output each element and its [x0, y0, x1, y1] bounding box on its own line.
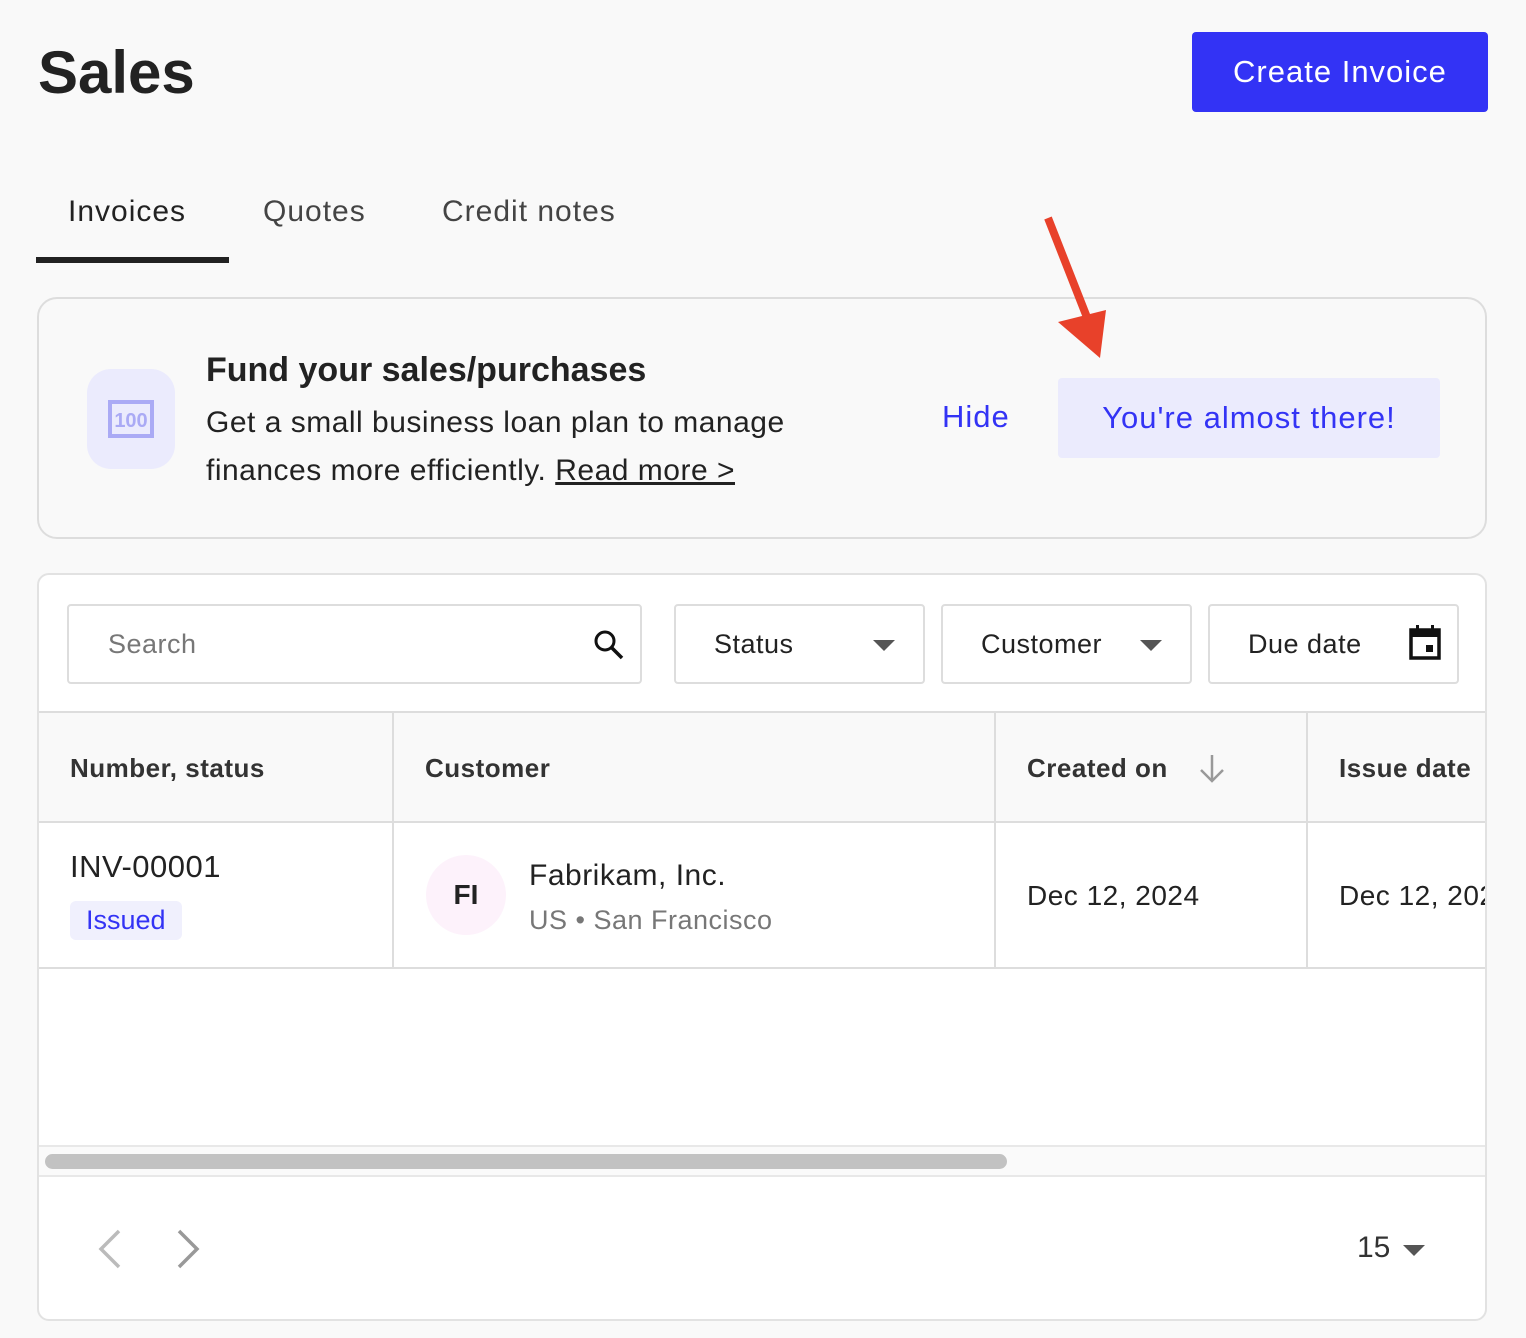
- tab-credit-notes[interactable]: Credit notes: [442, 195, 616, 228]
- customer-filter[interactable]: Customer: [941, 604, 1192, 684]
- next-page-icon[interactable]: [173, 1227, 203, 1271]
- invoices-table-card: Search Status Customer Due date Number, …: [37, 573, 1487, 1321]
- banner-title: Fund your sales/purchases: [206, 351, 647, 389]
- page-title: Sales: [38, 39, 195, 106]
- tab-invoices[interactable]: Invoices: [68, 195, 187, 228]
- read-more-link[interactable]: Read more >: [555, 454, 735, 487]
- calendar-icon: [1409, 625, 1441, 660]
- search-input[interactable]: Search: [67, 604, 642, 684]
- customer-name: Fabrikam, Inc.: [529, 859, 727, 892]
- money-bill-icon: 100: [87, 369, 175, 469]
- column-issue-date[interactable]: Issue date: [1339, 753, 1472, 783]
- status-badge: Issued: [70, 901, 182, 940]
- previous-page-icon[interactable]: [95, 1227, 125, 1271]
- chevron-down-icon: [873, 640, 895, 651]
- table-row[interactable]: INV-00001 Issued FI Fabrikam, Inc. US • …: [39, 823, 1485, 969]
- chevron-down-icon: [1140, 640, 1162, 651]
- avatar: FI: [426, 855, 506, 935]
- banner-text: Get a small business loan plan to manage…: [206, 406, 785, 487]
- scrollbar-thumb[interactable]: [45, 1154, 1007, 1169]
- invoice-number[interactable]: INV-00001: [70, 849, 221, 884]
- table-header: Number, status Customer Created on Issue…: [39, 711, 1485, 823]
- page-size-select[interactable]: 15: [1357, 1231, 1391, 1264]
- horizontal-scrollbar[interactable]: [39, 1145, 1485, 1177]
- status-filter[interactable]: Status: [674, 604, 925, 684]
- issue-date: Dec 12, 2024: [1339, 880, 1485, 911]
- search-icon: [594, 630, 624, 660]
- annotation-arrow-icon: [1044, 216, 1106, 358]
- funding-banner: 100 Fund your sales/purchases Get a smal…: [37, 297, 1487, 539]
- column-number-status[interactable]: Number, status: [70, 753, 265, 783]
- column-created-on[interactable]: Created on: [1027, 753, 1168, 783]
- sort-descending-icon[interactable]: [1197, 753, 1227, 785]
- active-tab-indicator: [36, 257, 229, 263]
- tab-quotes[interactable]: Quotes: [263, 195, 366, 228]
- column-customer[interactable]: Customer: [425, 753, 551, 783]
- chevron-down-icon[interactable]: [1403, 1245, 1425, 1256]
- create-invoice-button[interactable]: Create Invoice: [1192, 32, 1488, 112]
- due-date-filter[interactable]: Due date: [1208, 604, 1459, 684]
- almost-there-button[interactable]: You're almost there!: [1058, 378, 1440, 458]
- hide-button[interactable]: Hide: [942, 399, 1010, 434]
- customer-location: US • San Francisco: [529, 905, 773, 935]
- svg-text:100: 100: [114, 410, 147, 432]
- created-on: Dec 12, 2024: [1027, 880, 1200, 911]
